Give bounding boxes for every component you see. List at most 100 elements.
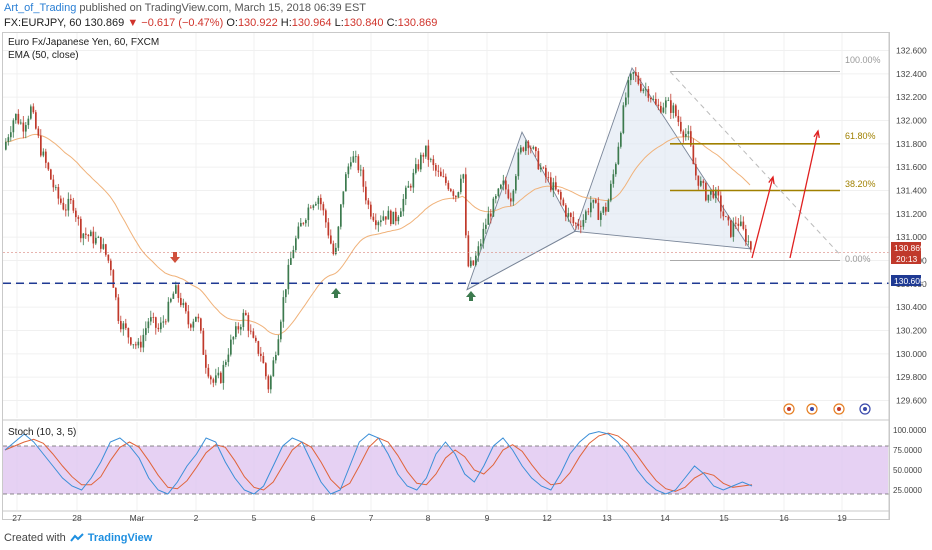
candle-body (540, 167, 542, 170)
candle-body (470, 260, 472, 267)
candle-body (145, 328, 147, 335)
candle-body (270, 376, 272, 390)
support-price-tag (891, 275, 921, 286)
candle-body (352, 156, 355, 163)
x-tick-label: 15 (719, 513, 729, 523)
candle-body (50, 169, 52, 180)
candle-body (427, 145, 430, 160)
candle-body (307, 207, 310, 221)
candle-body (272, 360, 275, 377)
candle-body (135, 344, 137, 346)
fib-100-label: 100.00% (845, 55, 881, 65)
candle-body (292, 250, 295, 259)
instrument-legend: Euro Fx/Japanese Yen, 60, FXCM (8, 37, 159, 48)
candle-body (212, 379, 215, 383)
candle-body (425, 145, 427, 157)
candle-body (55, 187, 57, 188)
candle-body (502, 180, 505, 185)
candle-body (60, 198, 62, 203)
candle-body (242, 312, 245, 328)
candle-body (412, 172, 415, 188)
y-tick-label: 131.400 (896, 186, 927, 196)
candle-body (560, 192, 562, 200)
candle-body (602, 206, 605, 213)
candle-body (322, 204, 325, 211)
candle-body (625, 97, 627, 106)
x-tick-label: 16 (779, 513, 789, 523)
candle-body (480, 243, 482, 247)
candle-body (697, 175, 700, 186)
candle-body (585, 211, 587, 220)
candle-body (512, 190, 515, 202)
close-label: C: (386, 17, 398, 29)
candle-body (635, 72, 637, 76)
candle-body (300, 222, 302, 227)
candle-body (57, 187, 60, 199)
candle-body (337, 226, 340, 248)
author-link[interactable]: Art_of_Trading (4, 2, 77, 14)
candle-body (670, 100, 672, 113)
candle-body (507, 189, 510, 199)
candle-body (567, 213, 570, 217)
tradingview-brand[interactable]: TradingView (87, 532, 153, 544)
candle-body (632, 72, 635, 74)
candle-body (175, 285, 177, 294)
candle-body (535, 146, 537, 152)
candle-body (690, 131, 692, 146)
countdown-text: 20:13 (896, 254, 918, 264)
candle-body (85, 233, 87, 235)
candle-body (330, 235, 332, 244)
y-tick-label: 129.800 (896, 372, 927, 382)
y-tick-label: 131.000 (896, 232, 927, 242)
candle-body (405, 187, 407, 199)
candle-body (477, 246, 480, 256)
stoch-lines (4, 431, 753, 495)
stoch-k-line (4, 431, 753, 495)
candle-body (5, 142, 7, 150)
candle-body (77, 217, 80, 219)
candle-body (572, 216, 575, 224)
candle-body (620, 132, 622, 147)
candle-body (160, 322, 162, 330)
low-label: L: (334, 17, 344, 29)
candle-body (532, 146, 535, 149)
candle-body (700, 180, 702, 186)
candle-body (170, 298, 172, 302)
candle-body (290, 258, 292, 265)
last-price: 130.869 (84, 17, 125, 29)
candle-body (650, 97, 652, 100)
candle-body (447, 182, 450, 190)
candle-body (110, 260, 112, 271)
candle-body (587, 211, 590, 213)
candle-body (740, 221, 742, 226)
open-label: O: (226, 17, 238, 29)
candle-body (505, 180, 507, 190)
candle-body (155, 317, 157, 328)
candle-body (515, 176, 517, 191)
ema-legend: EMA (50, close) (8, 50, 79, 61)
candle-body (75, 210, 77, 218)
candle-body (712, 189, 715, 198)
candle-body (555, 182, 557, 190)
candle-body (377, 222, 380, 226)
candle-body (575, 223, 577, 225)
candle-body (357, 156, 360, 171)
candle-body (547, 177, 550, 179)
candle-body (280, 321, 282, 340)
candle-body (525, 141, 527, 151)
x-tick-label: 12 (542, 513, 552, 523)
candle-body (442, 176, 445, 178)
candle-body (315, 203, 317, 206)
candle-body (452, 191, 455, 196)
candle-body (62, 202, 65, 210)
down-arrow-icon: ▼ (127, 17, 139, 29)
y-tick-label: 129.600 (896, 396, 927, 406)
candle-body (537, 151, 540, 170)
candle-body (637, 75, 640, 84)
candle-body (605, 206, 607, 212)
event-icon-dot (787, 407, 791, 411)
created-with-text: Created with (4, 532, 66, 544)
candle-body (382, 216, 385, 221)
candle-body (265, 363, 267, 377)
